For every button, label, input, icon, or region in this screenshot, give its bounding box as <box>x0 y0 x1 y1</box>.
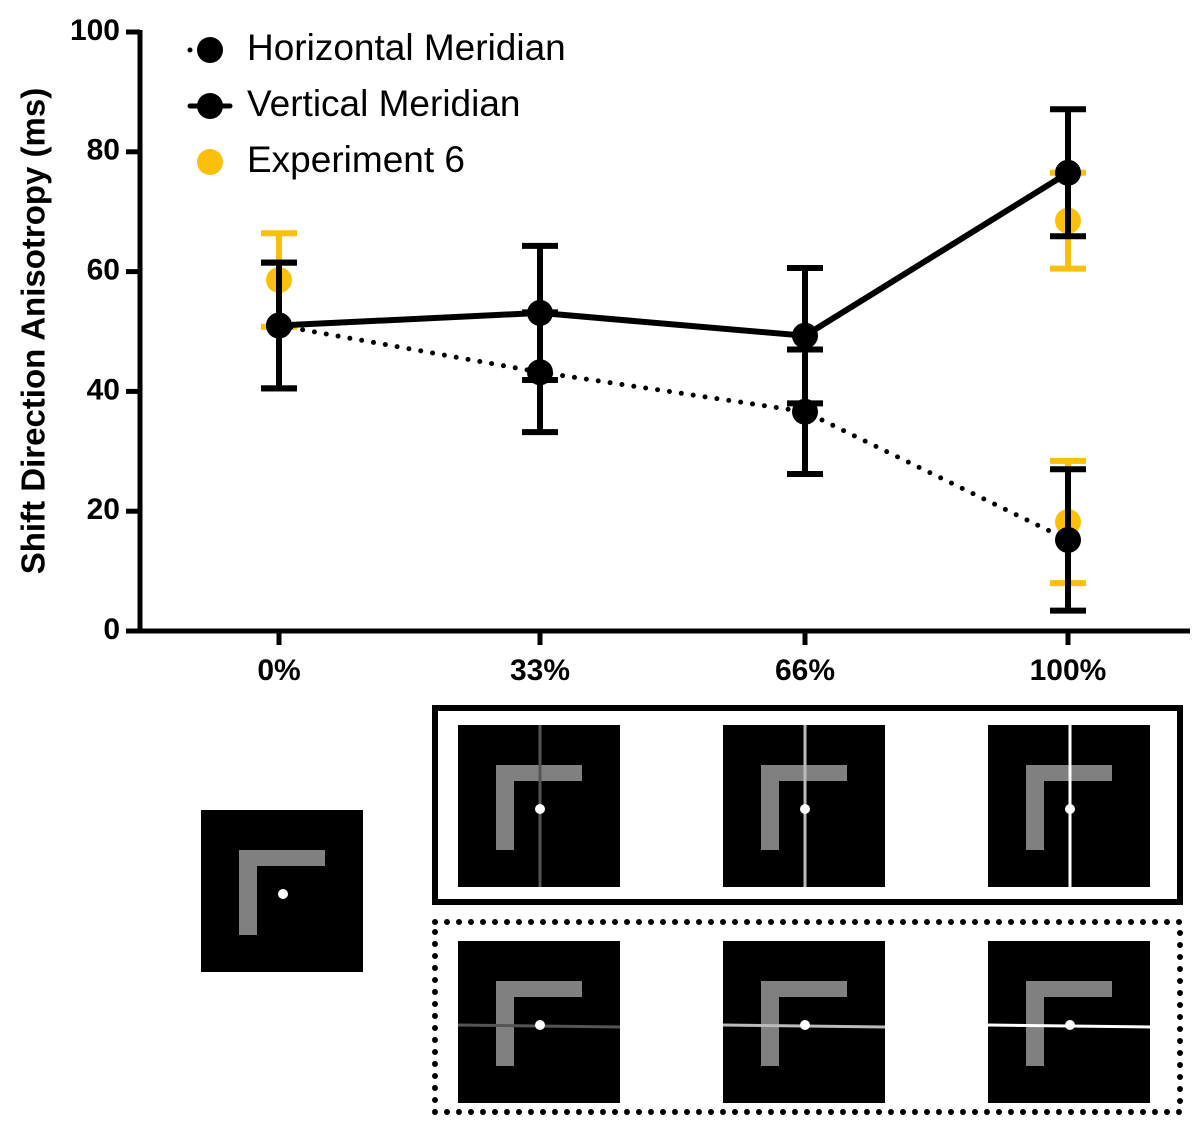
fixation <box>1065 1020 1075 1030</box>
series-line <box>276 169 1071 339</box>
l-vertical <box>1026 765 1044 850</box>
y-tick-label: 0 <box>103 613 120 646</box>
l-vertical <box>239 850 257 935</box>
fixation <box>278 889 288 899</box>
stimulus-panel <box>457 941 621 1103</box>
stimulus-panel <box>201 810 363 972</box>
l-horizontal <box>496 981 582 997</box>
fixation <box>535 1020 545 1030</box>
stimulus-panel <box>987 941 1151 1103</box>
point <box>266 312 292 339</box>
point <box>792 322 818 349</box>
solid-frame <box>432 705 1183 905</box>
legend-label: Vertical Meridian <box>247 83 521 124</box>
point <box>1055 159 1081 186</box>
legend-marker <box>197 93 223 119</box>
fixation <box>800 1020 810 1030</box>
fixation <box>535 804 545 814</box>
legend-marker <box>197 149 223 175</box>
l-vertical <box>496 981 514 1066</box>
stimulus-panel <box>723 725 885 887</box>
y-tick-label: 40 <box>87 373 120 406</box>
x-tick-label: 100% <box>1030 654 1107 687</box>
legend-marker <box>197 37 223 63</box>
point <box>1055 526 1081 553</box>
fixation <box>800 804 810 814</box>
l-horizontal <box>239 850 325 866</box>
x-tick-label: 66% <box>775 654 835 687</box>
x-tick-label: 0% <box>257 654 300 687</box>
l-vertical <box>761 765 779 850</box>
l-horizontal <box>1026 981 1112 997</box>
stimulus-panel <box>458 725 620 887</box>
l-vertical <box>1026 981 1044 1066</box>
y-tick-label: 100 <box>70 14 120 47</box>
stimulus-panel <box>722 941 886 1103</box>
point <box>527 299 553 326</box>
l-vertical <box>761 981 779 1066</box>
y-tick-label: 60 <box>87 254 120 287</box>
y-axis-title: Shift Direction Anisotropy (ms) <box>15 88 52 574</box>
legend-label: Horizontal Meridian <box>247 27 566 68</box>
dotted-frame <box>432 919 1183 1115</box>
stimulus-panel <box>988 725 1150 887</box>
series-line <box>276 323 1071 543</box>
l-vertical <box>496 765 514 850</box>
y-tick-label: 20 <box>87 493 120 526</box>
l-horizontal <box>761 981 847 997</box>
y-tick-label: 80 <box>87 134 120 167</box>
legend-label: Experiment 6 <box>247 139 465 180</box>
fixation <box>1065 804 1075 814</box>
x-tick-label: 33% <box>510 654 570 687</box>
